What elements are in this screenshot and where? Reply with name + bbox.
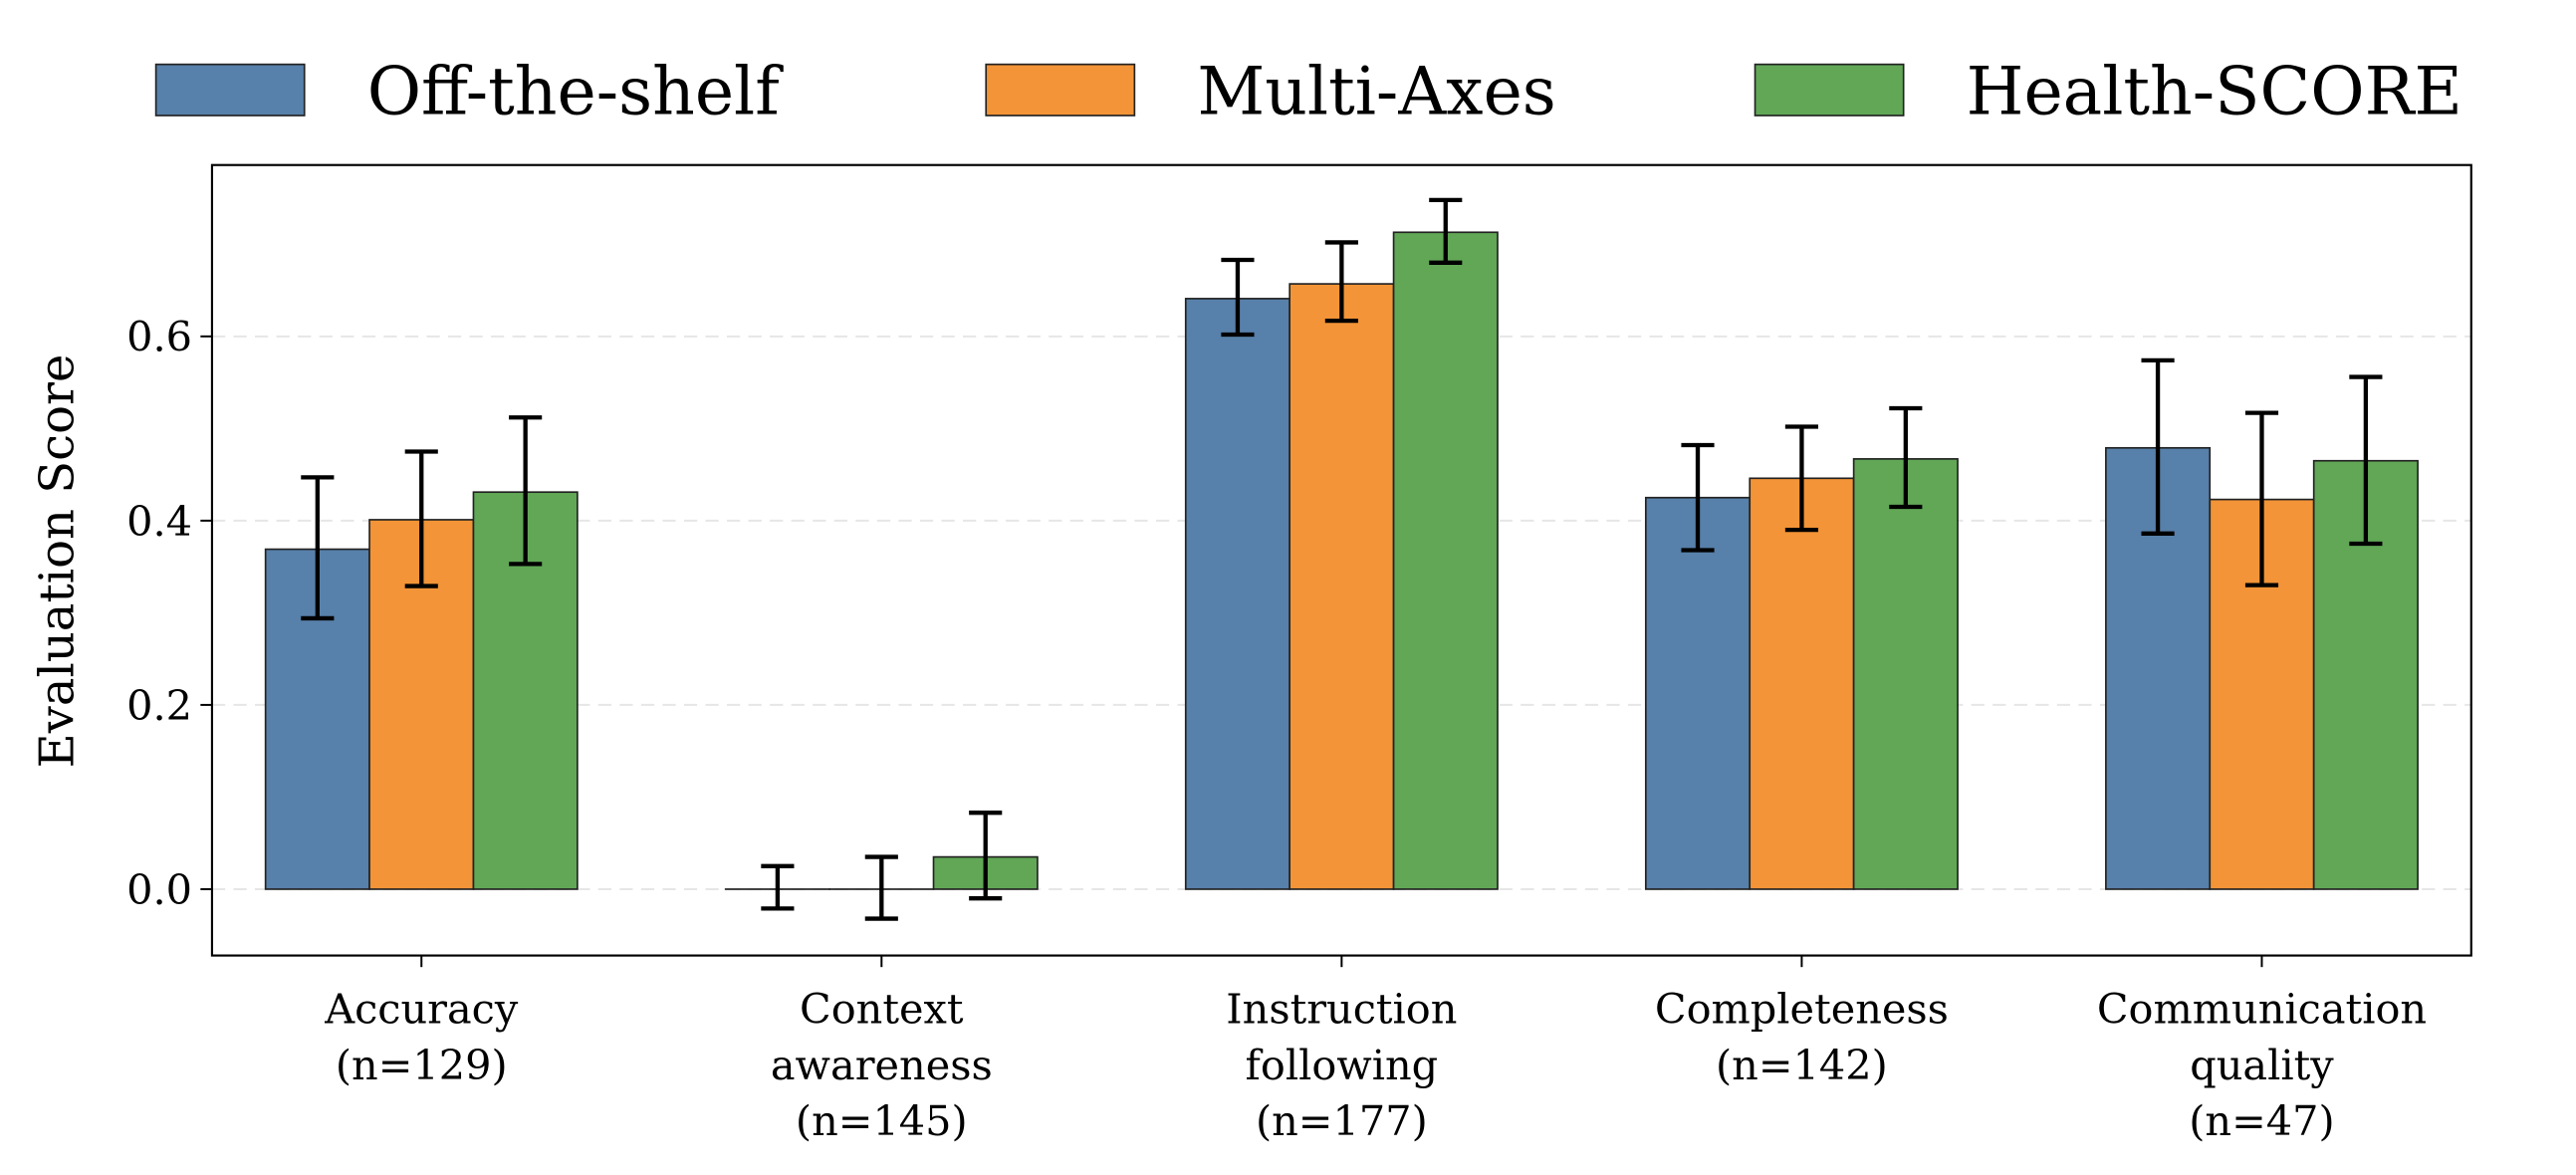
bar-multi-axes: [1288, 283, 1395, 890]
x-tick-label: awareness: [771, 1042, 993, 1089]
y-tick-label: 0.4: [126, 498, 192, 546]
y-tick-label: 0.2: [126, 682, 192, 730]
x-tick-label: (n=142): [1716, 1042, 1888, 1089]
legend-label: Multi-Axes: [1197, 52, 1555, 129]
x-axis: Accuracy (n=129) Context awareness (n=145) In…: [324, 955, 2427, 1145]
legend-swatch: [1754, 63, 1905, 117]
legend-label: Health-SCORE: [1967, 52, 2462, 129]
y-axis-label: Evaluation Score: [30, 354, 86, 769]
bar-off-the-shelf: [1184, 298, 1290, 890]
bars: [264, 231, 2419, 890]
bar-off-the-shelf: [1644, 496, 1752, 890]
bar-health-score: [1392, 231, 1499, 890]
x-tick-label: Accuracy: [324, 986, 519, 1034]
x-tick-label: (n=47): [2189, 1097, 2334, 1145]
legend: Off-the-shelf Multi-Axes Health-SCORE: [154, 52, 2462, 129]
y-axis: 0.0 0.2 0.4 0.6: [126, 314, 212, 914]
x-tick-label: (n=129): [336, 1042, 508, 1089]
x-tick-label: Instruction: [1226, 986, 1457, 1034]
x-tick-label: Communication: [2097, 986, 2427, 1034]
x-tick-label: quality: [2190, 1042, 2334, 1089]
error-bars: [301, 197, 2383, 921]
bar-health-score: [1852, 458, 1959, 890]
x-tick-label: (n=145): [796, 1097, 968, 1145]
grid-lines: [211, 335, 2471, 890]
legend-swatch: [985, 63, 1136, 117]
bar-multi-axes: [1749, 477, 1855, 890]
legend-swatch: [154, 63, 306, 117]
legend-label: Off-the-shelf: [367, 52, 785, 129]
y-tick-label: 0.6: [126, 314, 192, 361]
x-tick-label: following: [1246, 1042, 1439, 1089]
y-tick-label: 0.0: [126, 866, 192, 914]
x-tick-label: (n=177): [1256, 1097, 1428, 1145]
x-tick-label: Context: [800, 986, 964, 1034]
x-tick-label: Completeness: [1655, 986, 1949, 1034]
